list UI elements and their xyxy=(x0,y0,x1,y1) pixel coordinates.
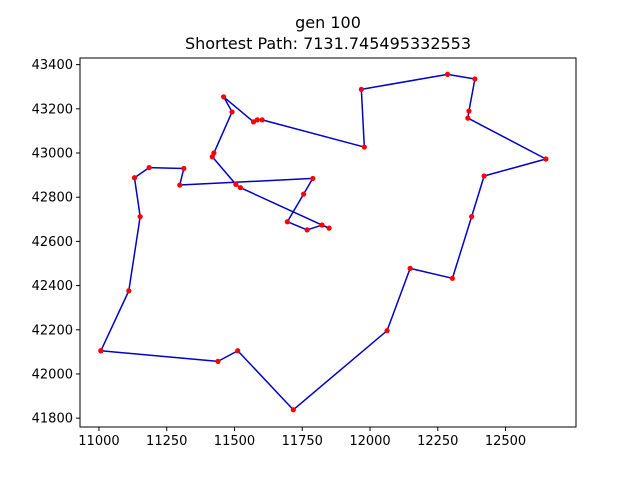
path-segment xyxy=(178,167,185,186)
city-point xyxy=(466,108,472,114)
city-point xyxy=(229,109,235,115)
city-point xyxy=(177,182,183,188)
city-point xyxy=(259,117,265,123)
y-tick-label: 43000 xyxy=(32,147,73,162)
city-point xyxy=(284,219,290,225)
y-tick-label: 42600 xyxy=(32,235,73,250)
path-segment xyxy=(261,119,366,148)
y-tick-label: 42400 xyxy=(32,279,73,294)
city-markers xyxy=(98,71,549,413)
path-segment xyxy=(222,96,255,123)
path-segment xyxy=(409,267,454,280)
city-point xyxy=(543,156,549,162)
city-point xyxy=(137,214,143,220)
path-segment xyxy=(483,158,547,177)
plot-frame xyxy=(79,57,577,428)
city-point xyxy=(131,175,138,181)
path-segment xyxy=(239,186,323,226)
city-point xyxy=(310,175,316,182)
city-point xyxy=(237,185,244,191)
tour-path xyxy=(100,73,547,411)
chart-subtitle: Shortest Path: 7131.745495332553 xyxy=(185,34,471,53)
path-segment xyxy=(302,177,314,195)
path-segment xyxy=(446,73,476,80)
axis-ticks: 11000 11250 11500 11750 12000 12250 12500 41800… xyxy=(32,58,527,449)
city-point xyxy=(361,144,367,150)
y-tick-label: 42800 xyxy=(32,191,73,206)
path-segment xyxy=(360,88,366,148)
city-point xyxy=(254,117,260,123)
path-segment xyxy=(451,215,473,280)
path-segment xyxy=(100,290,130,352)
x-tick-label: 12250 xyxy=(417,434,458,449)
path-segment xyxy=(148,166,185,170)
path-segment xyxy=(178,177,314,186)
path-segment xyxy=(470,175,485,218)
path-segment xyxy=(468,78,476,112)
city-point xyxy=(481,173,487,179)
y-tick-label: 42000 xyxy=(32,367,73,382)
path-segment xyxy=(128,215,141,292)
city-point xyxy=(221,94,227,100)
city-point xyxy=(235,348,241,354)
x-tick-label: 11250 xyxy=(146,434,187,449)
x-tick-label: 11500 xyxy=(214,434,255,449)
city-point xyxy=(469,214,475,220)
path-segment xyxy=(133,166,150,179)
y-tick-label: 42200 xyxy=(32,323,73,338)
x-tick-label: 11750 xyxy=(282,434,323,449)
city-point xyxy=(465,115,471,121)
city-point xyxy=(233,181,239,187)
city-point xyxy=(146,164,152,171)
city-point xyxy=(98,348,104,354)
city-point xyxy=(215,358,221,364)
path-segment xyxy=(236,350,295,411)
city-point xyxy=(449,275,456,281)
path-segment xyxy=(286,193,305,223)
city-point xyxy=(211,150,217,156)
city-point xyxy=(326,225,332,231)
x-tick-label: 12500 xyxy=(485,434,526,449)
path-segment xyxy=(360,73,449,91)
x-tick-label: 11000 xyxy=(78,434,119,449)
x-tick-label: 12000 xyxy=(349,434,390,449)
city-point xyxy=(181,165,187,172)
city-point xyxy=(384,328,390,334)
path-segment xyxy=(222,96,233,113)
city-point xyxy=(358,86,364,92)
city-point xyxy=(444,71,451,77)
path-segment xyxy=(133,177,141,218)
y-tick-label: 41800 xyxy=(32,412,73,427)
y-tick-label: 43400 xyxy=(32,58,73,73)
path-segment xyxy=(292,329,388,411)
path-segment xyxy=(217,350,239,363)
chart-title: gen 100 xyxy=(295,13,361,32)
path-segment xyxy=(386,267,411,332)
city-point xyxy=(304,227,310,233)
path-segment xyxy=(467,117,547,160)
city-point xyxy=(407,265,413,271)
path-segment xyxy=(213,111,233,154)
city-point xyxy=(472,76,478,82)
y-tick-label: 43200 xyxy=(32,102,73,117)
city-point xyxy=(301,191,307,197)
city-point xyxy=(290,407,296,413)
path-segment xyxy=(211,156,237,186)
path-segment xyxy=(286,220,308,231)
path-segment xyxy=(100,350,219,363)
city-point xyxy=(126,288,132,294)
city-point xyxy=(319,222,325,228)
path-segment xyxy=(306,224,323,231)
